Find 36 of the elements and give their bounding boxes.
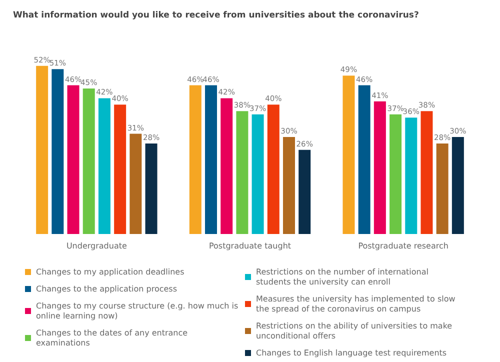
legend-label: Restrictions on the number of international students the university can enroll <box>256 268 432 286</box>
bar <box>283 137 295 234</box>
bar <box>436 143 448 234</box>
bar <box>267 104 280 234</box>
bar <box>420 111 433 234</box>
bar <box>342 76 355 234</box>
bar <box>145 143 158 234</box>
bar <box>358 85 370 234</box>
legend-label: Measures the university has implemented to slow the spread of the coronavirus on campus <box>256 294 458 314</box>
legend-label: Changes to English language test requirements <box>256 348 447 358</box>
bar <box>374 101 386 234</box>
x-tick-label: Postgraduate research <box>358 242 448 250</box>
bar <box>67 85 80 234</box>
bar <box>205 85 217 234</box>
bar <box>298 150 311 234</box>
legend-label: Changes to my application deadlines <box>36 268 184 276</box>
bar <box>52 69 64 234</box>
x-tick-label: Undergraduate <box>66 242 127 250</box>
bar <box>236 111 248 234</box>
legend-label: Restrictions on the ability of universities to make unconditional offers <box>256 322 455 340</box>
bar <box>36 66 48 234</box>
legend-label: Changes to the dates of any entrance examinations <box>36 328 190 348</box>
bar <box>82 88 95 234</box>
bar <box>220 98 233 234</box>
bar <box>130 134 142 234</box>
bar <box>189 85 202 234</box>
bar <box>405 118 418 234</box>
chart-title: What information would you like to receive from universities about the coronavirus? <box>13 10 419 20</box>
legend-label: Changes to the application process <box>36 284 177 294</box>
bar <box>98 98 110 234</box>
x-tick-label: Postgraduate taught <box>208 242 292 250</box>
bar <box>252 114 264 234</box>
legend-label: Changes to my course structure (e.g. how much is online learning now) <box>36 302 241 320</box>
bar <box>114 104 126 234</box>
bar <box>390 114 402 234</box>
bar <box>452 137 464 234</box>
